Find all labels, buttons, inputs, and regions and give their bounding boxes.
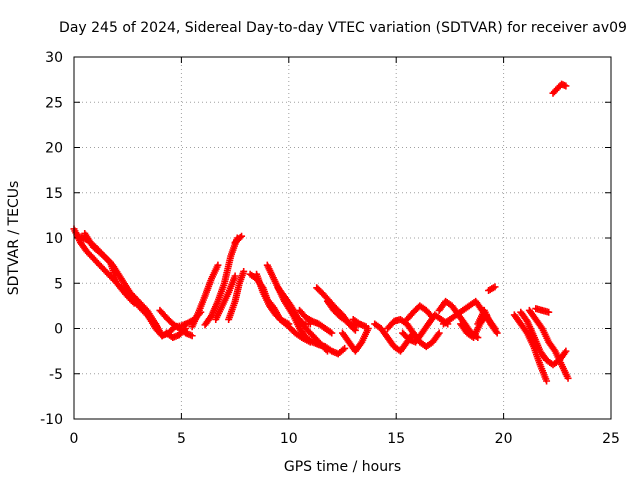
series-track-10 — [225, 267, 248, 323]
series-track-16 — [289, 311, 349, 358]
y-tick-label: 25 — [45, 95, 63, 111]
x-tick-label: 0 — [70, 431, 79, 447]
data-point — [562, 347, 570, 355]
series-track-20 — [339, 325, 372, 355]
data-point — [362, 323, 370, 331]
x-tick-label: 5 — [177, 431, 186, 447]
y-tick-label: -10 — [40, 412, 63, 428]
y-tick-label: 0 — [54, 322, 63, 338]
series-track-32 — [517, 308, 570, 369]
chart-title: Day 245 of 2024, Sidereal Day-to-day VTE… — [59, 20, 627, 36]
x-tick-label: 10 — [280, 431, 298, 447]
axis-ticks: 0 5 10 15 20 25 -10 -5 0 5 10 15 20 25 30 — [40, 50, 620, 447]
x-axis-label: GPS time / hours — [284, 459, 401, 475]
data-point — [231, 272, 239, 280]
data-point — [491, 283, 499, 291]
series-track-35 — [549, 80, 570, 97]
data-point — [543, 377, 551, 385]
data-point — [328, 329, 336, 337]
data-point — [130, 299, 138, 307]
data-point — [434, 331, 442, 339]
series-track-25 — [403, 302, 437, 323]
plot-frame — [73, 56, 612, 420]
y-tick-label: 10 — [45, 231, 63, 247]
y-axis-label: SDTVAR / TECUs — [6, 181, 22, 296]
series-track-33 — [525, 306, 572, 382]
data-point — [493, 329, 501, 337]
y-tick-label: 30 — [45, 50, 63, 66]
data-point — [561, 349, 569, 357]
data-point — [129, 298, 137, 306]
data-point — [545, 308, 553, 316]
data-point — [188, 332, 196, 340]
series-track-21 — [349, 315, 370, 331]
series-track-30 — [485, 283, 499, 294]
y-tick-label: 15 — [45, 186, 63, 202]
data-point — [180, 326, 188, 334]
series-track-17 — [296, 306, 336, 337]
y-tick-label: -5 — [49, 367, 63, 383]
series-track-3 — [81, 229, 138, 307]
series-track-9 — [212, 272, 239, 323]
data-point — [240, 267, 248, 275]
series-track-11 — [231, 232, 246, 247]
y-tick-label: 20 — [45, 141, 63, 157]
series-track-34 — [532, 305, 553, 316]
data-point — [429, 314, 437, 322]
data-point — [341, 344, 349, 352]
grid — [74, 57, 611, 419]
data-points — [70, 80, 572, 385]
series-track-7 — [188, 261, 222, 331]
x-tick-label: 15 — [387, 431, 405, 447]
data-point — [238, 232, 246, 240]
x-tick-label: 20 — [495, 431, 513, 447]
y-tick-label: 5 — [54, 276, 63, 292]
data-point — [236, 233, 244, 241]
data-point — [427, 312, 435, 320]
series-track-6 — [162, 325, 190, 342]
data-point — [492, 328, 500, 336]
data-point — [214, 261, 222, 269]
series-track-19 — [323, 297, 364, 330]
data-point — [435, 329, 443, 337]
data-point — [182, 325, 190, 332]
series-track-31 — [510, 311, 551, 385]
data-point — [564, 374, 572, 382]
x-tick-label: 25 — [602, 431, 620, 447]
series-track-29 — [474, 306, 501, 337]
data-point — [562, 82, 570, 90]
